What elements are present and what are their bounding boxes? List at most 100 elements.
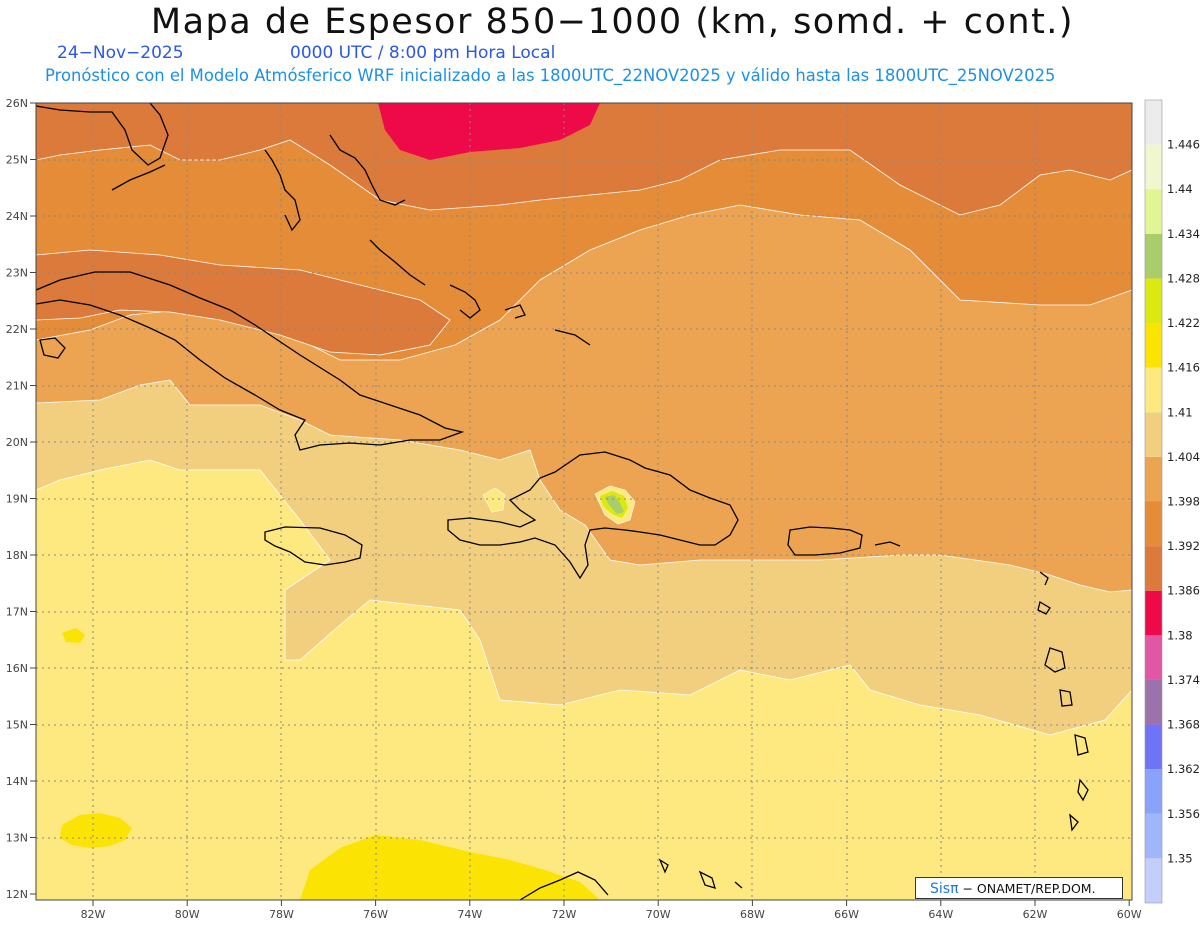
virgin-islands <box>874 541 901 547</box>
lon-label: 62W <box>1023 908 1048 921</box>
lesser-antilles-2 <box>1037 600 1051 615</box>
lat-label: 16N <box>6 662 28 675</box>
lat-label: 26N <box>6 97 28 110</box>
lat-label: 17N <box>6 606 28 619</box>
credit-text: − ONAMET/REP.DOM. <box>958 881 1096 896</box>
lesser-antilles-5 <box>1074 734 1089 756</box>
colorbar-label: 1.368 <box>1167 718 1200 732</box>
lon-label: 82W <box>81 908 106 921</box>
band-1380 <box>378 103 600 160</box>
lat-axis-labels: 26N 25N 24N 23N 22N 21N 20N 19N 18N 17N 16N 15N 14N 1… <box>6 97 36 901</box>
colorbar-label: 1.356 <box>1167 807 1200 821</box>
colorbar-swatch <box>1145 456 1162 502</box>
colorbar-swatch <box>1145 546 1162 591</box>
map-title: Mapa de Espesor 850−1000 (km, somd. + co… <box>150 2 1075 42</box>
lon-label: 68W <box>740 908 765 921</box>
lat-label: 12N <box>6 888 28 901</box>
lat-label: 18N <box>6 549 28 562</box>
bahamas-2 <box>329 134 406 206</box>
lat-label: 14N <box>6 775 28 788</box>
colorbar-label: 1.446 <box>1167 138 1200 152</box>
lesser-antilles-6 <box>1077 778 1089 802</box>
lesser-antilles-1 <box>1039 571 1049 586</box>
florida-coast <box>35 102 169 166</box>
colorbar-label: 1.416 <box>1167 361 1200 375</box>
colorbar-swatch <box>1145 278 1162 324</box>
band-1386 <box>36 103 1132 216</box>
bahamas-4 <box>449 284 481 319</box>
sispi-logo: Sisπ <box>930 881 959 897</box>
isla-juventud <box>39 337 66 359</box>
lat-label: 19N <box>6 493 28 506</box>
lat-label: 15N <box>6 719 28 732</box>
lat-label: 25N <box>6 154 28 167</box>
cuba <box>35 271 465 451</box>
colorbar-label: 1.362 <box>1167 762 1200 776</box>
lon-label: 80W <box>175 908 200 921</box>
lon-label: 60W <box>1117 908 1142 921</box>
colorbar-swatch <box>1145 323 1162 368</box>
south-america-coast <box>519 871 609 901</box>
hispaniola <box>447 451 739 580</box>
credit-box: Sisπ − ONAMET/REP.DOM. <box>915 877 1123 899</box>
lat-label: 22N <box>6 323 28 336</box>
colorbar-swatch <box>1145 233 1162 279</box>
frame <box>35 102 1133 901</box>
colorbar-frame <box>1144 99 1163 904</box>
colorbar-label: 1.38 <box>1167 628 1193 642</box>
colorbar-swatch <box>1145 679 1162 725</box>
colorbar-label: 1.404 <box>1167 450 1200 464</box>
lon-label: 76W <box>363 908 388 921</box>
lesser-antilles-7 <box>1069 813 1079 832</box>
colorbar-label: 1.434 <box>1167 227 1200 241</box>
bahamas-1 <box>264 149 301 232</box>
lesser-antilles-3 <box>1044 647 1066 673</box>
bahamas-3 <box>369 239 426 286</box>
lon-label: 70W <box>646 908 671 921</box>
coastlines <box>35 102 1089 901</box>
lon-label: 66W <box>834 908 859 921</box>
blob-haiti-1410 <box>482 487 506 513</box>
colorbar-label: 1.392 <box>1167 539 1200 553</box>
bahamas-6 <box>554 329 591 346</box>
florida-keys <box>111 164 166 191</box>
colorbar-label: 1.41 <box>1167 405 1193 419</box>
colorbar: 1.35 1.356 1.362 1.368 1.374 1.38 1.386 1.392 1.… <box>1144 99 1200 904</box>
colorbar-label: 1.422 <box>1167 316 1200 330</box>
forecast-date: 24−Nov−2025 <box>57 43 184 63</box>
colorbar-label: 1.398 <box>1167 495 1200 509</box>
lat-label: 21N <box>6 380 28 393</box>
colorbar-swatch <box>1145 100 1162 145</box>
lon-label: 64W <box>928 908 953 921</box>
model-init-line: Pronóstico con el Modelo Atmósferico WRF… <box>45 66 1056 85</box>
lat-label: 24N <box>6 210 28 223</box>
colorbar-label: 1.44 <box>1167 182 1193 196</box>
colorbar-swatch <box>1145 412 1162 457</box>
valid-time: 0000 UTC / 8:00 pm Hora Local <box>290 43 556 63</box>
lat-label: 20N <box>6 436 28 449</box>
colorbar-swatch <box>1145 590 1162 636</box>
lon-label: 72W <box>552 908 577 921</box>
colorbar-swatch <box>1145 144 1162 190</box>
colorbar-label: 1.374 <box>1167 673 1200 687</box>
aruba-curacao <box>658 858 743 889</box>
colorbar-label: 1.386 <box>1167 584 1200 598</box>
grid <box>36 103 1132 900</box>
colorbar-swatch <box>1145 189 1162 234</box>
band-1386-lower <box>36 249 451 356</box>
blob-1416-a <box>62 628 85 643</box>
lat-label: 13N <box>6 832 28 845</box>
thickness-fields <box>36 103 1132 900</box>
lon-axis-labels: 82W 80W 78W 76W 74W 72W 70W 68W 66W 64W 62W 60W <box>81 900 1142 921</box>
colorbar-swatch <box>1145 724 1162 770</box>
bahamas-5 <box>504 304 526 319</box>
colorbar-swatch <box>1145 769 1162 814</box>
band-1416-south <box>300 835 600 900</box>
colorbar-label: 1.428 <box>1167 271 1200 285</box>
lon-label: 78W <box>269 908 294 921</box>
colorbar-label: 1.35 <box>1167 851 1193 865</box>
colorbar-swatch <box>1145 858 1162 903</box>
blob-hispaniola-1428 <box>605 495 624 514</box>
lesser-antilles-4 <box>1059 689 1073 707</box>
